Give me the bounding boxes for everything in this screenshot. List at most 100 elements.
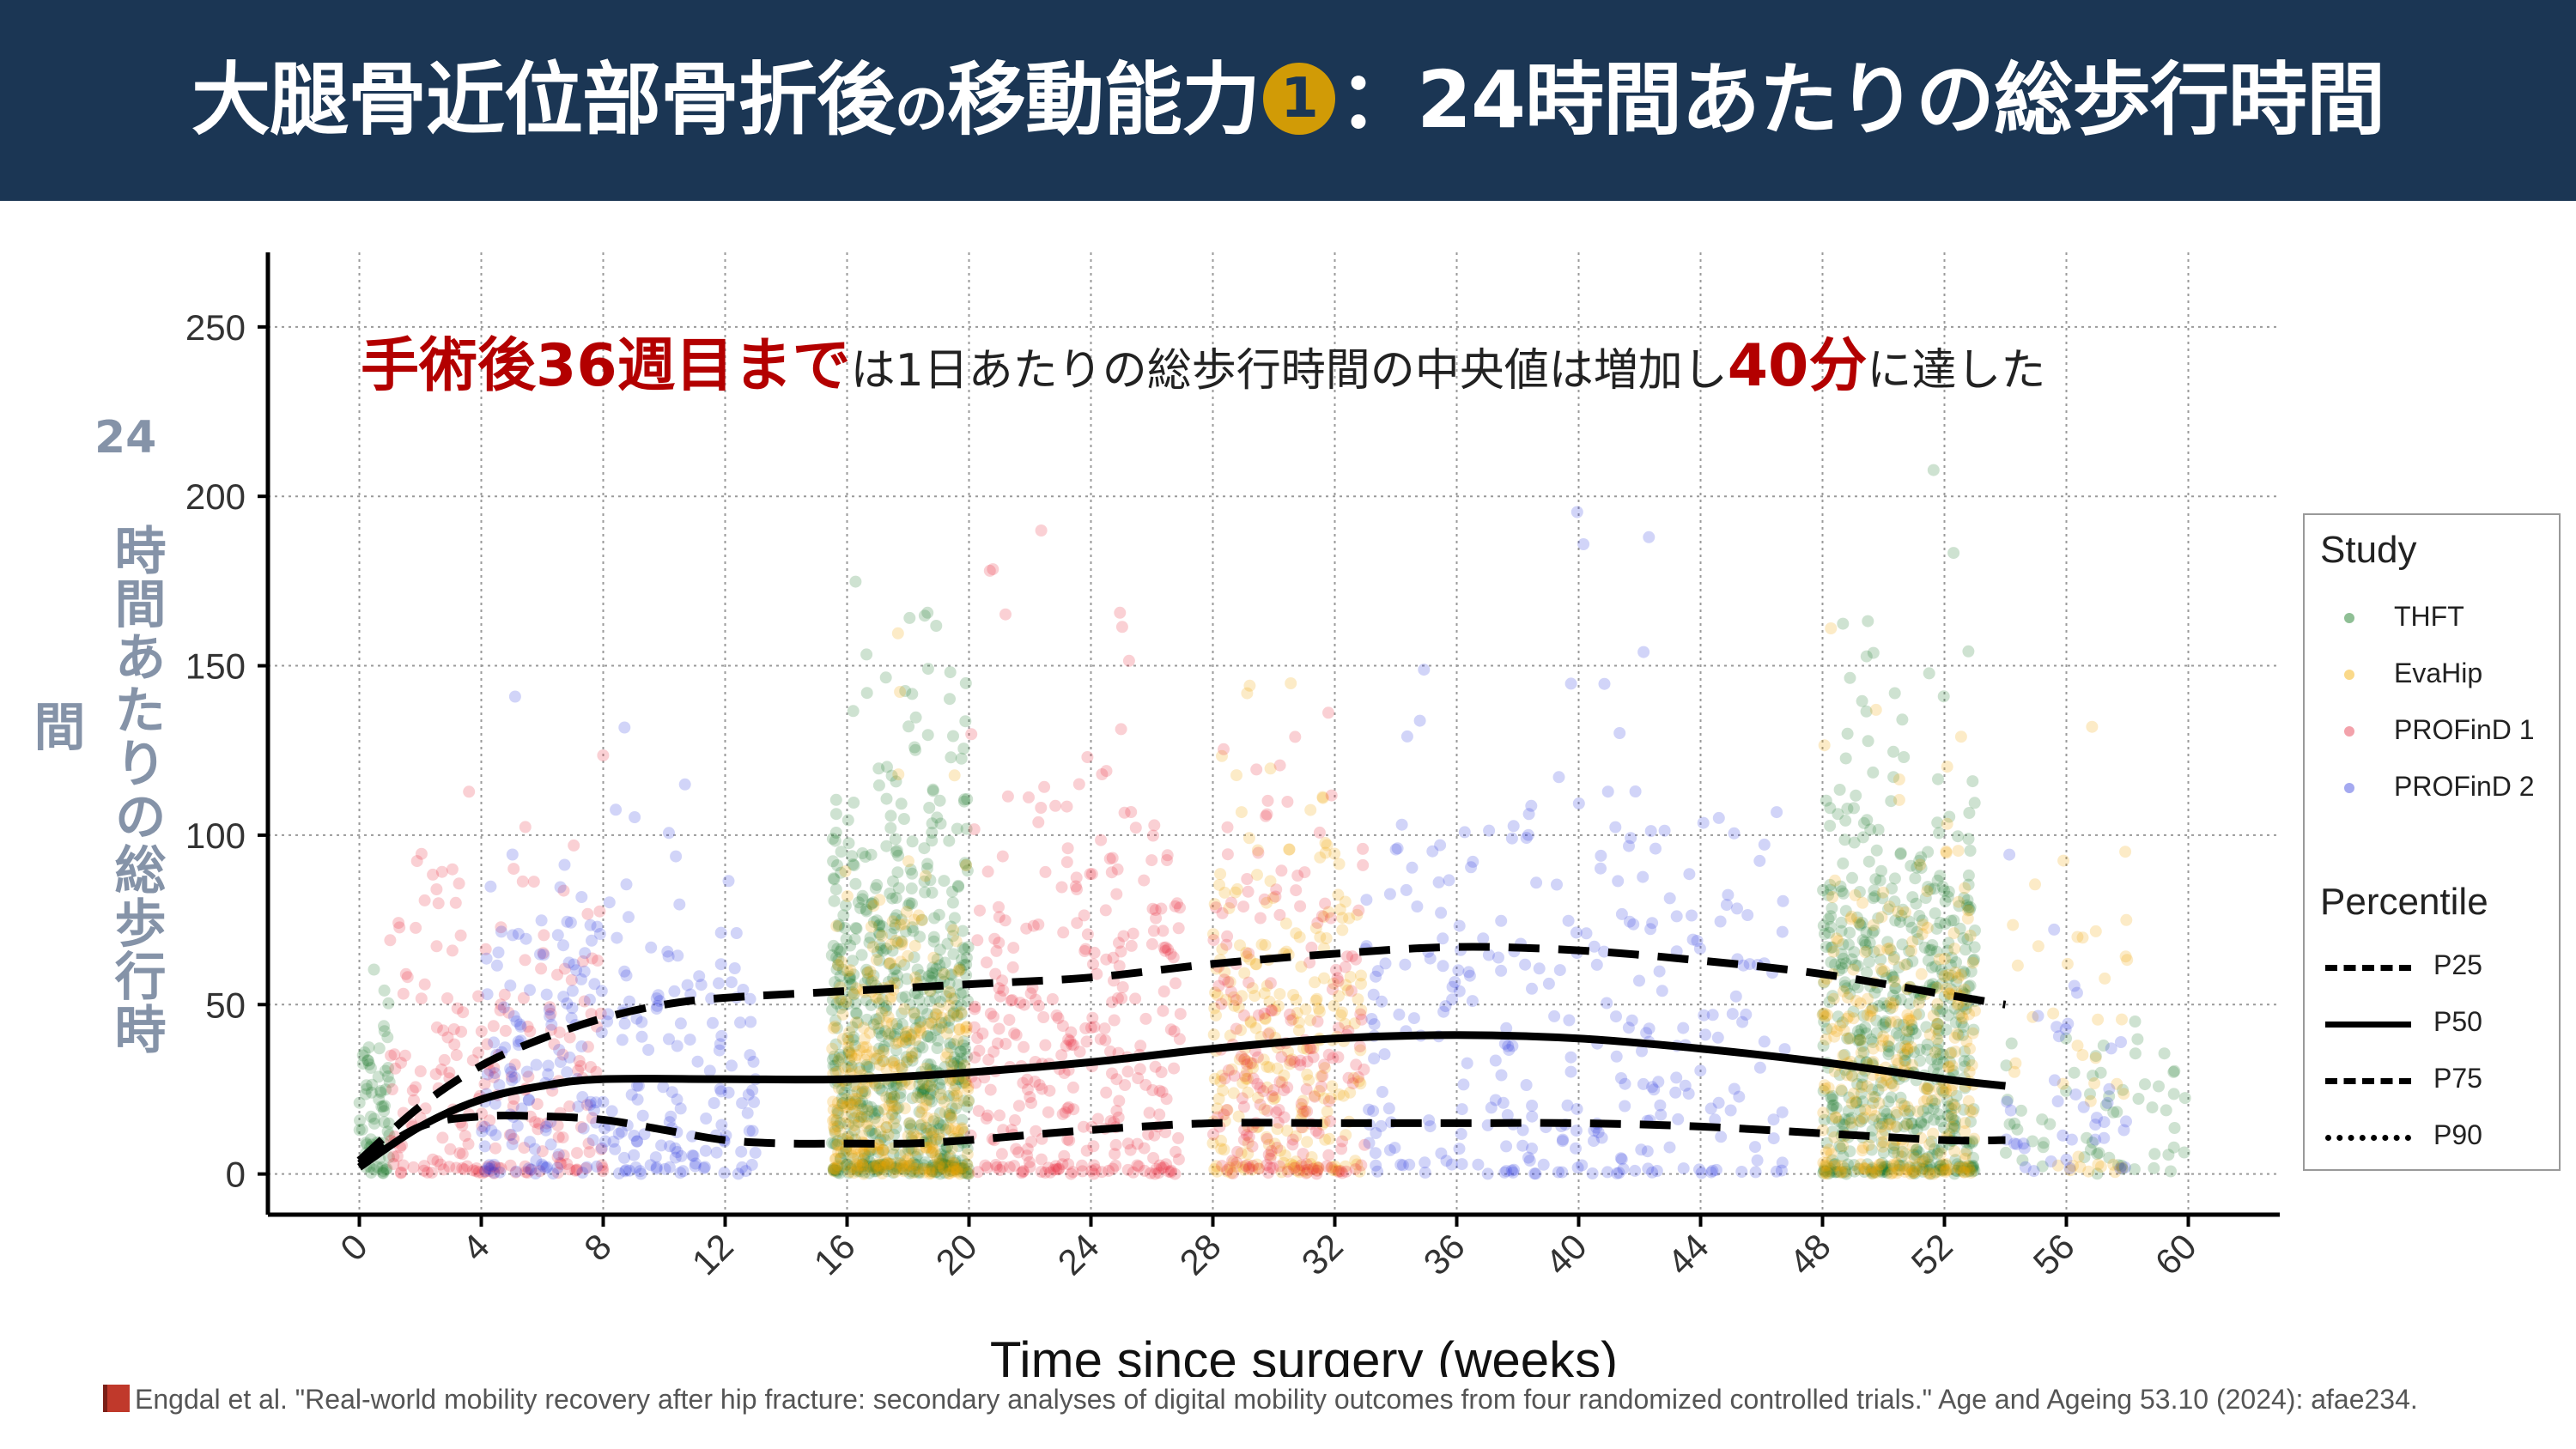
data-point — [1322, 1149, 1335, 1161]
data-point — [1960, 1144, 1973, 1157]
data-point — [873, 1058, 886, 1071]
data-point — [1322, 706, 1334, 719]
data-point — [949, 1155, 962, 1167]
data-point — [421, 1166, 434, 1179]
data-point — [1455, 1128, 1467, 1140]
data-point — [1837, 952, 1850, 965]
data-point — [1869, 873, 1882, 886]
data-point — [575, 973, 587, 985]
legend-item-p50: P50 — [2433, 1006, 2482, 1037]
data-point — [1942, 1061, 1955, 1074]
data-point — [519, 1160, 532, 1173]
data-point — [844, 964, 857, 977]
data-point — [678, 778, 691, 791]
data-point — [1498, 1166, 1511, 1179]
data-point — [829, 883, 842, 896]
data-point — [942, 1159, 955, 1172]
data-point — [381, 1125, 394, 1138]
data-point — [1116, 981, 1129, 993]
data-point — [987, 1046, 1000, 1058]
data-point — [1911, 933, 1924, 945]
data-point — [1894, 1091, 1907, 1104]
data-point — [1334, 1009, 1347, 1022]
data-point — [1944, 1047, 1957, 1060]
data-point — [936, 1092, 948, 1105]
data-point — [872, 779, 885, 791]
data-point — [993, 911, 1005, 924]
data-point — [629, 811, 641, 823]
data-point — [1964, 929, 1977, 942]
data-point — [925, 1095, 938, 1108]
data-point — [1968, 1132, 1980, 1145]
data-point — [1822, 1082, 1835, 1094]
data-point — [916, 1087, 929, 1100]
data-point — [1945, 1046, 1958, 1059]
data-point — [1840, 1167, 1853, 1180]
data-point — [1308, 1089, 1321, 1102]
data-point — [1942, 1100, 1955, 1113]
data-point — [1235, 806, 1248, 819]
data-point — [1941, 1163, 1953, 1176]
data-point — [1435, 1147, 1448, 1160]
data-point — [1107, 951, 1120, 964]
data-point — [2139, 1078, 2151, 1091]
data-point — [932, 1164, 945, 1177]
data-point — [1526, 1143, 1538, 1155]
data-point — [1851, 1025, 1864, 1038]
data-point — [928, 1011, 940, 1024]
data-point — [1259, 939, 1272, 951]
data-point — [1218, 1143, 1230, 1156]
data-point — [883, 1034, 896, 1047]
data-point — [836, 1097, 849, 1110]
data-point — [945, 968, 957, 980]
data-point — [1961, 933, 1974, 946]
data-point — [1299, 1105, 1312, 1118]
data-point — [1619, 1077, 1631, 1090]
data-point — [845, 1048, 858, 1061]
data-point — [453, 877, 465, 890]
data-point — [896, 1018, 908, 1031]
data-point — [1875, 864, 1887, 877]
data-point — [1741, 909, 1754, 921]
data-point — [715, 1029, 728, 1042]
data-point — [1259, 1012, 1272, 1025]
data-point — [1319, 897, 1332, 910]
data-point — [1923, 1080, 1935, 1093]
data-point — [877, 944, 890, 957]
data-point — [920, 1099, 933, 1112]
data-point — [662, 950, 675, 963]
data-point — [489, 1142, 501, 1155]
data-point — [1921, 1093, 1934, 1106]
data-point — [1837, 1049, 1850, 1062]
data-point — [1686, 909, 1698, 922]
data-point — [1251, 844, 1264, 857]
data-point — [1825, 956, 1838, 968]
data-point — [368, 1163, 380, 1176]
data-point — [2128, 1163, 2141, 1176]
data-point — [1098, 1022, 1111, 1035]
data-point — [832, 1082, 845, 1094]
data-point — [1352, 1075, 1365, 1088]
data-point — [1845, 953, 1858, 966]
data-point — [854, 1165, 866, 1178]
data-point — [1649, 842, 1662, 855]
data-point — [1079, 1022, 1092, 1034]
data-point — [524, 1136, 537, 1149]
data-point — [618, 1017, 631, 1030]
data-point — [1945, 959, 1957, 972]
data-point — [943, 985, 956, 998]
data-point — [507, 1132, 520, 1145]
data-point — [1339, 1017, 1352, 1030]
data-point — [1899, 1040, 1912, 1052]
data-point — [1844, 671, 1856, 684]
data-point — [1290, 1155, 1303, 1168]
data-point — [1962, 1094, 1975, 1107]
data-point — [844, 1096, 856, 1109]
data-point — [1916, 928, 1929, 941]
data-point — [1061, 842, 1074, 855]
data-point — [829, 834, 841, 847]
data-point — [1023, 791, 1035, 803]
legend-item-profind1: PROFinD 1 — [2394, 714, 2535, 745]
data-point — [875, 943, 887, 955]
data-point — [1936, 967, 1949, 980]
